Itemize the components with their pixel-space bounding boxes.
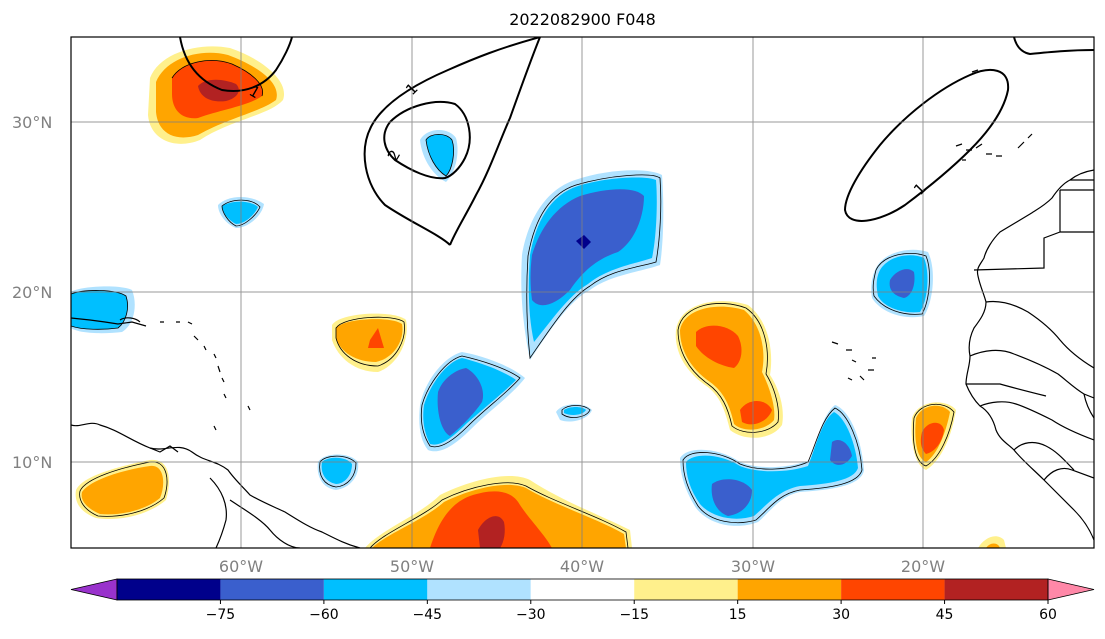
longitude-labels: 60°W 50°W 40°W 30°W 20°W xyxy=(219,557,945,576)
lon-label-40w: 40°W xyxy=(560,557,604,576)
cool-anomaly-south xyxy=(680,405,864,526)
colorbar-tick-label: −60 xyxy=(309,607,339,623)
warm-anomaly-nw xyxy=(148,46,285,144)
anomaly-outlines xyxy=(71,60,955,548)
warm-anomaly-bottom-right-core xyxy=(986,543,1000,548)
cool-anomaly-caribbean xyxy=(71,286,135,334)
colorbar-segment xyxy=(427,579,531,600)
colorbar: −75−60−45−30−151530456075 xyxy=(70,578,1095,623)
warm-anomaly-32w xyxy=(675,301,783,438)
colorbar-tick-label: −75 xyxy=(206,607,236,623)
colorbar-outline xyxy=(116,578,1049,601)
map-title: 2022082900 F048 xyxy=(509,10,656,29)
cool-anomaly-47w xyxy=(419,352,525,452)
colorbar-tick-label: −45 xyxy=(413,607,443,623)
colorbar-segment xyxy=(737,579,842,600)
contour-line-1-ne xyxy=(1013,37,1094,56)
colorbar-tick-label: 30 xyxy=(832,607,850,623)
cool-anomaly-central xyxy=(521,170,664,360)
contour-line-2 xyxy=(383,101,471,180)
lat-label-20n: 20°N xyxy=(12,283,52,302)
colorbar-tick-label: −15 xyxy=(619,607,649,623)
grid-lines xyxy=(71,37,1094,548)
warm-anomaly-bottom-right xyxy=(978,536,1006,548)
colorbar-segment xyxy=(220,579,324,600)
colorbar-segment xyxy=(117,579,221,600)
warm-anomaly-52w xyxy=(332,313,407,372)
colorbar-extend-max xyxy=(1047,578,1095,601)
warm-anomaly-venezuela xyxy=(75,459,169,520)
warm-anomaly-south xyxy=(365,475,632,548)
colorbar-tick-label: 60 xyxy=(1039,607,1057,623)
colorbar-segment xyxy=(944,579,1048,600)
lat-label-30n: 30°N xyxy=(12,113,52,132)
cool-anomaly-40w xyxy=(556,404,592,422)
contour-line-1-central xyxy=(363,37,541,246)
coastlines xyxy=(71,69,1094,548)
colorbar-segment xyxy=(634,579,738,600)
field-contours xyxy=(179,37,1094,246)
cool-anomaly-48w xyxy=(420,129,458,182)
contour-line-1-nw xyxy=(179,37,293,92)
cool-anomaly-55w xyxy=(317,454,359,490)
colorbar-tick-label: 15 xyxy=(729,607,747,623)
colorbar-segment xyxy=(530,579,635,600)
colorbar-tick-label: 45 xyxy=(936,607,954,623)
lat-label-10n: 10°N xyxy=(12,453,52,472)
cool-anomaly-60w xyxy=(218,196,264,228)
colorbar-extend-min xyxy=(70,578,118,601)
lon-label-50w: 50°W xyxy=(390,557,434,576)
lon-label-60w: 60°W xyxy=(219,557,263,576)
lon-label-20w: 20°W xyxy=(901,557,945,576)
colorbar-tick-label: −30 xyxy=(516,607,546,623)
lon-label-30w: 30°W xyxy=(731,557,775,576)
colorbar-segment xyxy=(841,579,945,600)
contour-line-1-east xyxy=(843,69,1010,222)
cool-anomaly-20w xyxy=(871,249,933,318)
latitude-labels: 30°N 20°N 10°N xyxy=(12,113,52,472)
plot-frame xyxy=(70,36,1095,549)
colorbar-segment xyxy=(323,579,428,600)
